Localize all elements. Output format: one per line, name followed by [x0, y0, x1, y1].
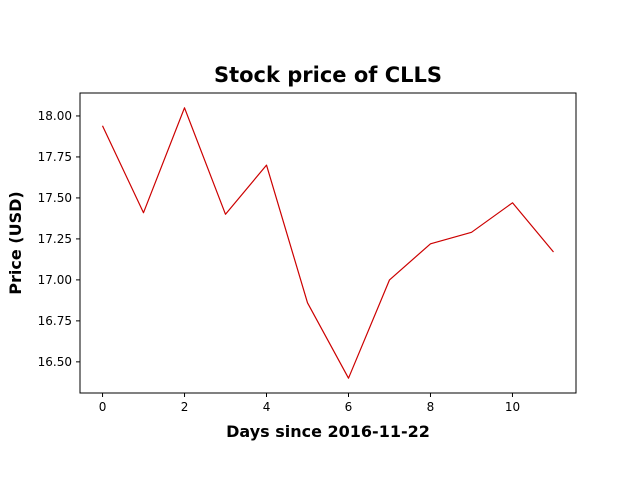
x-tick-label: 4 — [263, 400, 271, 414]
series-layer — [101, 107, 554, 379]
x-tick-label: 8 — [427, 400, 435, 414]
y-tick-label: 16.50 — [38, 355, 72, 369]
y-axis-label: Price (USD) — [6, 191, 25, 294]
chart-title: Stock price of CLLS — [214, 63, 442, 87]
series-line — [101, 107, 554, 379]
y-tick-label: 16.75 — [38, 314, 72, 328]
x-tick-label: 6 — [345, 400, 353, 414]
y-tick-label: 17.50 — [38, 191, 72, 205]
y-tick-label: 17.75 — [38, 150, 72, 164]
y-axis: 16.50 16.75 17.00 17.25 17.50 17.75 18.00 — [38, 109, 80, 369]
x-tick-label: 0 — [99, 400, 107, 414]
y-tick-label: 17.00 — [38, 273, 72, 287]
plot-frame — [79, 92, 577, 394]
x-tick-label: 2 — [181, 400, 189, 414]
y-tick-label: 18.00 — [38, 109, 72, 123]
x-axis-label: Days since 2016-11-22 — [226, 422, 430, 441]
x-tick-label: 10 — [505, 400, 520, 414]
y-tick-label: 17.25 — [38, 232, 72, 246]
plot-area: 0 2 4 6 8 10 16.50 16.75 17.00 17.25 17.50 17.75 18… — [38, 92, 577, 414]
x-axis: 0 2 4 6 8 10 — [99, 393, 520, 414]
